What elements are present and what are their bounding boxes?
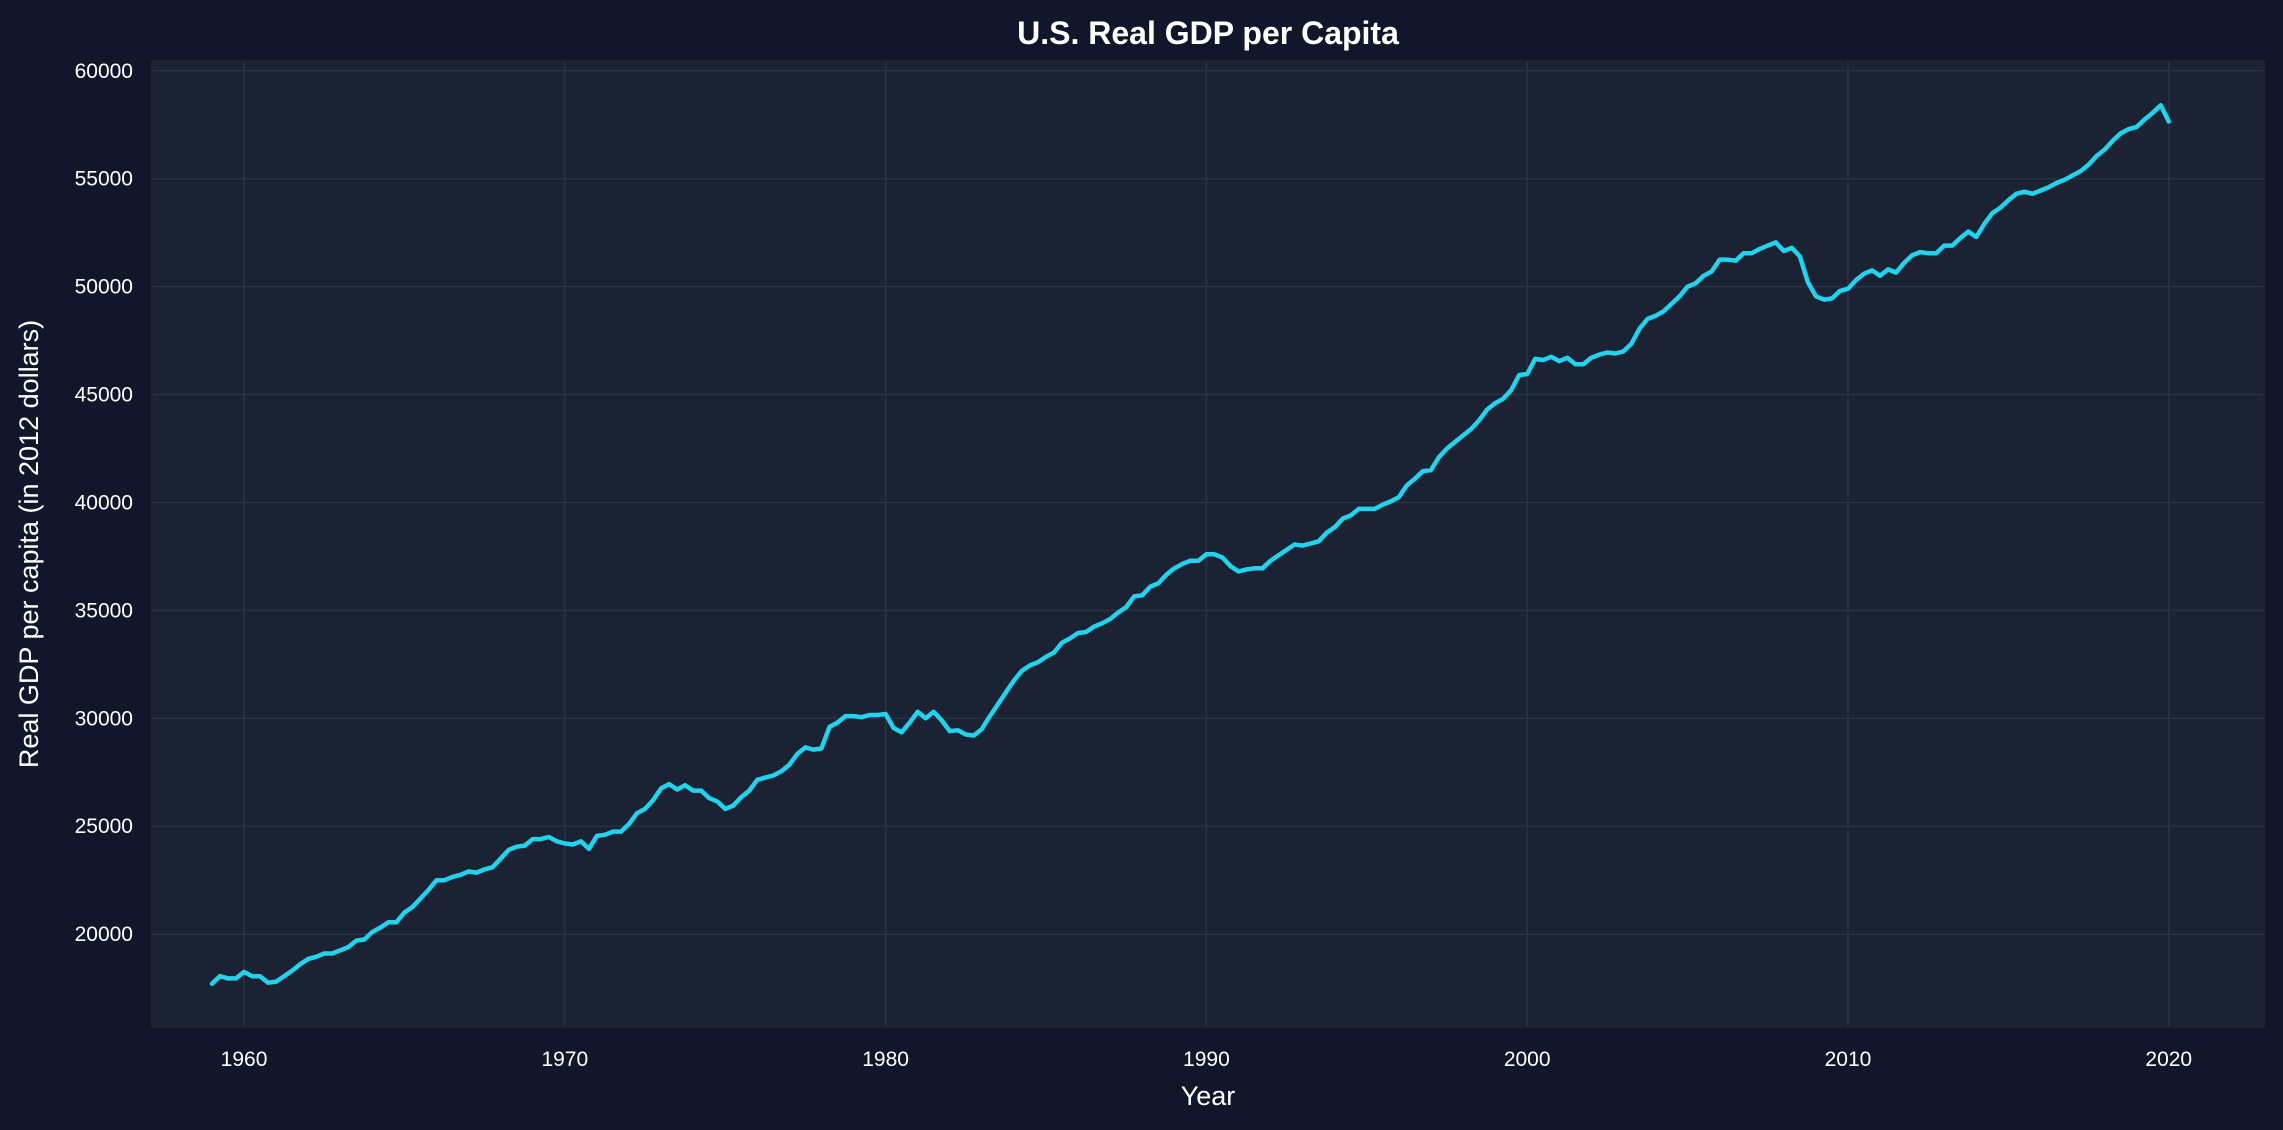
y-tick-label: 40000 xyxy=(75,491,133,514)
x-tick-label: 2010 xyxy=(1825,1048,1872,1071)
y-tick-label: 55000 xyxy=(75,168,133,191)
x-tick-label: 1980 xyxy=(862,1048,909,1071)
gdp-series-line xyxy=(209,103,2172,987)
y-tick-label: 60000 xyxy=(75,60,133,83)
grid-lines xyxy=(153,62,2263,1026)
y-tick-label: 45000 xyxy=(75,384,133,407)
y-axis-label: Real GDP per capita (in 2012 dollars) xyxy=(14,320,44,768)
x-tick-label: 2020 xyxy=(2145,1048,2192,1071)
x-axis-label: Year xyxy=(1181,1081,1236,1111)
y-tick-label: 35000 xyxy=(75,599,133,622)
x-tick-label: 1960 xyxy=(221,1048,268,1071)
plot-area xyxy=(151,60,2265,1028)
x-tick-label: 2000 xyxy=(1504,1048,1551,1071)
x-tick-label: 1990 xyxy=(1183,1048,1230,1071)
y-tick-label: 20000 xyxy=(75,923,133,946)
y-axis-ticks: 20000 25000 30000 35000 40000 45000 50000 55000… xyxy=(75,60,133,946)
y-tick-label: 30000 xyxy=(75,707,133,730)
x-tick-label: 1970 xyxy=(541,1048,588,1071)
y-tick-label: 25000 xyxy=(75,815,133,838)
chart-title: U.S. Real GDP per Capita xyxy=(1017,15,1399,51)
y-tick-label: 50000 xyxy=(75,276,133,299)
x-axis-ticks: 1960 1970 1980 1990 2000 2010 2020 xyxy=(221,1048,2192,1071)
